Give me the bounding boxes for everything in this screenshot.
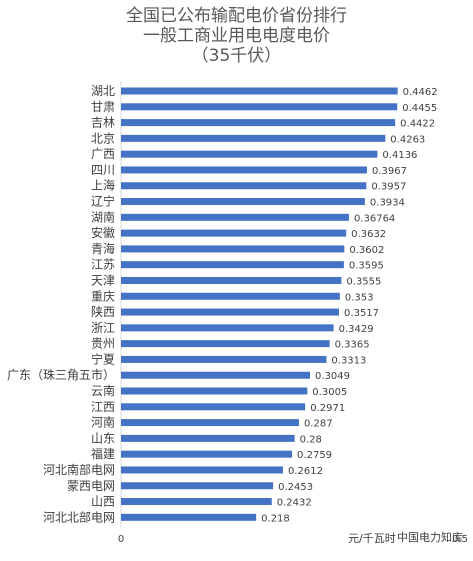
bar <box>121 403 306 411</box>
value-label: 0.2453 <box>278 482 313 493</box>
value-label: 0.3967 <box>372 166 407 177</box>
bar <box>121 340 330 348</box>
category-label: 山东 <box>91 431 115 445</box>
value-label: 0.4455 <box>402 103 437 114</box>
category-label: 陕西 <box>91 304 115 319</box>
category-label: 云南 <box>91 383 115 398</box>
category-label: 重庆 <box>91 289 115 303</box>
bar <box>121 276 342 284</box>
value-label: 0.2612 <box>288 466 323 477</box>
value-label: 0.3517 <box>344 308 379 319</box>
chart-title-line-2: 一般工商业用电电度电价 <box>143 26 330 46</box>
value-label: 0.4422 <box>400 119 435 130</box>
bar <box>121 87 398 95</box>
value-label: 0.3602 <box>349 245 384 256</box>
bar <box>121 450 293 458</box>
category-label: 辽宁 <box>91 194 115 209</box>
bar <box>121 213 349 221</box>
x-tick-label: 0 <box>118 534 124 545</box>
category-label: 江西 <box>91 400 115 414</box>
x-tick-label: 0.5 <box>452 534 468 545</box>
category-label: 上海 <box>91 178 115 193</box>
value-label: 0.2759 <box>297 450 332 461</box>
bar <box>121 198 365 206</box>
category-label: 广东（珠三角五市） <box>7 367 115 382</box>
bar <box>121 355 327 363</box>
value-label: 0.287 <box>304 419 333 430</box>
category-label: 宁夏 <box>91 351 115 366</box>
value-label: 0.3365 <box>335 340 370 351</box>
category-label: 河北北部电网 <box>43 509 115 524</box>
bar <box>121 387 308 395</box>
category-label: 安徽 <box>91 225 115 240</box>
value-label: 0.218 <box>261 513 290 524</box>
category-label: 河南 <box>91 415 115 430</box>
value-label: 0.353 <box>345 292 374 303</box>
bar <box>121 371 311 379</box>
watermark: 中国电力知库 <box>397 531 463 544</box>
category-label: 蒙西电网 <box>67 479 115 493</box>
value-label: 0.3005 <box>312 387 347 398</box>
bar <box>121 166 367 174</box>
bar <box>121 434 295 442</box>
value-label: 0.3595 <box>349 261 384 272</box>
bar <box>121 419 299 427</box>
value-label: 0.3632 <box>351 229 386 240</box>
category-label: 贵州 <box>91 337 115 351</box>
bar <box>121 103 398 111</box>
bar <box>121 245 345 253</box>
chart-title-line-1: 全国已公布输配电价省份排行 <box>126 6 347 26</box>
category-label: 四川 <box>91 163 115 177</box>
value-label: 0.28 <box>300 434 322 445</box>
category-label: 河北南部电网 <box>43 462 115 477</box>
bar <box>121 324 334 332</box>
value-label: 0.2971 <box>310 403 345 414</box>
category-label: 广西 <box>91 147 115 161</box>
category-label: 湖南 <box>91 209 115 224</box>
bar <box>121 134 386 142</box>
category-label: 江苏 <box>91 258 115 272</box>
bar <box>121 513 257 521</box>
value-label: 0.2432 <box>277 498 312 509</box>
category-label: 山西 <box>91 495 115 509</box>
value-label: 0.4136 <box>382 150 417 161</box>
value-label: 0.36764 <box>354 213 395 224</box>
value-label: 0.3049 <box>315 371 350 382</box>
value-label: 0.3934 <box>370 198 405 209</box>
value-label: 0.4462 <box>403 87 438 98</box>
bar <box>121 482 274 490</box>
bar <box>121 119 396 127</box>
category-label: 天津 <box>91 273 115 287</box>
category-label: 福建 <box>91 446 115 461</box>
bar <box>121 498 272 506</box>
category-label: 北京 <box>91 131 115 145</box>
value-label: 0.3313 <box>331 355 366 366</box>
category-label: 甘肃 <box>91 100 115 114</box>
category-label: 浙江 <box>91 321 115 335</box>
category-label: 青海 <box>91 241 115 256</box>
bar <box>121 182 367 190</box>
bar <box>121 261 344 269</box>
category-label: 吉林 <box>91 116 115 130</box>
x-axis-unit-label: 元/千瓦时 <box>348 532 396 545</box>
value-label: 0.3429 <box>339 324 374 335</box>
bar <box>121 150 378 158</box>
bar <box>121 292 340 300</box>
bar <box>121 466 283 474</box>
value-label: 0.3957 <box>371 182 406 193</box>
bar <box>121 229 347 237</box>
value-label: 0.4263 <box>390 134 425 145</box>
value-label: 0.3555 <box>346 276 381 287</box>
category-label: 湖北 <box>91 83 115 98</box>
chart-title-line-3: （35千伏） <box>191 46 282 66</box>
bar <box>121 308 340 316</box>
